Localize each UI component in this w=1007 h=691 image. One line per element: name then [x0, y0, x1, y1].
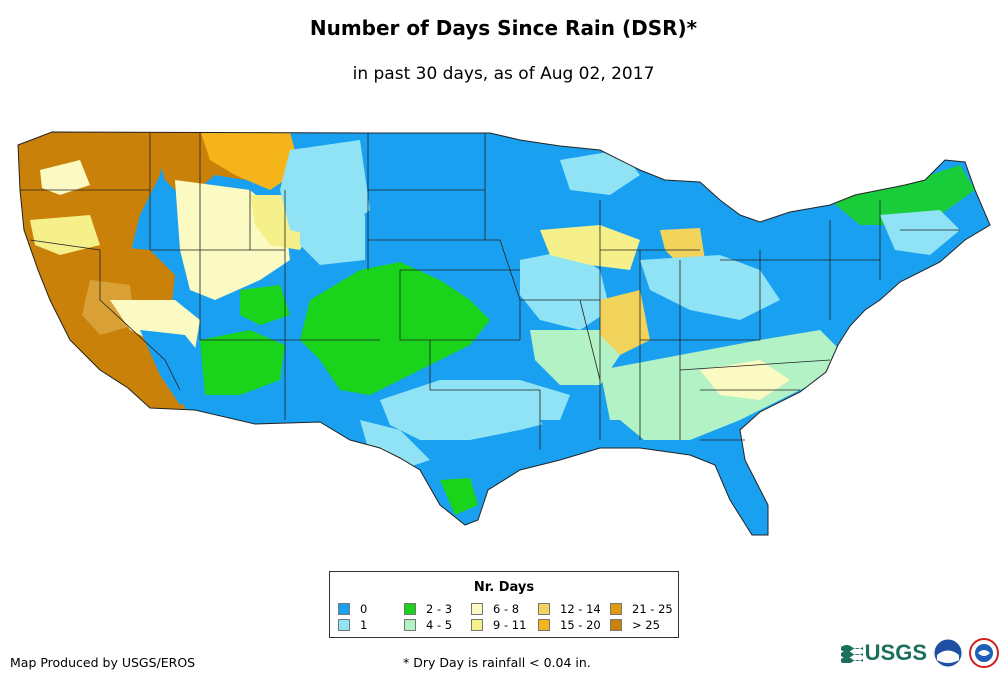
legend-label: 15 - 20	[560, 618, 601, 632]
footnote-text: * Dry Day is rainfall < 0.04 in.	[403, 655, 591, 670]
legend-label: 0	[360, 602, 368, 616]
legend-item: 2 - 3	[404, 602, 452, 616]
legend-label: > 25	[632, 618, 660, 632]
legend-swatch	[338, 619, 350, 631]
map-title: Number of Days Since Rain (DSR)*	[309, 16, 698, 40]
legend-item: 4 - 5	[404, 618, 452, 632]
legend-item: 21 - 25	[610, 602, 673, 616]
legend-title: Nr. Days	[473, 580, 535, 595]
legend-label: 2 - 3	[426, 602, 453, 616]
legend-swatch	[471, 619, 483, 631]
legend-swatch	[404, 619, 416, 631]
map-subtitle: in past 30 days, as of Aug 02, 2017	[352, 64, 655, 84]
legend-swatch	[538, 619, 550, 631]
legend-swatch	[471, 603, 483, 615]
noaa-logo-icon	[933, 638, 963, 668]
legend-label: 21 - 25	[632, 602, 673, 616]
us-outline	[17, 131, 991, 536]
usgs-wave-icon	[840, 645, 863, 663]
legend-label: 4 - 5	[426, 618, 453, 632]
legend-swatch	[338, 603, 350, 615]
legend-item: 1	[338, 618, 367, 632]
nws-logo-icon	[969, 638, 999, 668]
legend-label: 9 - 11	[493, 618, 527, 632]
legend-item: 6 - 8	[471, 602, 519, 616]
legend-swatch	[538, 603, 550, 615]
legend-item: 0	[338, 602, 367, 616]
usgs-logo: USGS	[840, 640, 927, 666]
legend-item: 9 - 11	[471, 618, 526, 632]
dsr-map	[17, 131, 991, 536]
legend-swatch	[610, 603, 622, 615]
state-borders	[20, 133, 960, 450]
legend-label: 12 - 14	[560, 602, 601, 616]
agency-logos: USGS	[840, 638, 999, 668]
legend-label: 6 - 8	[493, 602, 520, 616]
legend: Nr. Days 0 1 2 - 3 4 - 5 6 - 8 9 - 11 12…	[329, 571, 679, 638]
legend-item: 12 - 14	[538, 602, 601, 616]
legend-item: 15 - 20	[538, 618, 601, 632]
credit-text: Map Produced by USGS/EROS	[10, 655, 196, 670]
legend-swatch	[404, 603, 416, 615]
legend-item: > 25	[610, 618, 660, 632]
legend-label: 1	[360, 618, 368, 632]
legend-swatch	[610, 619, 622, 631]
